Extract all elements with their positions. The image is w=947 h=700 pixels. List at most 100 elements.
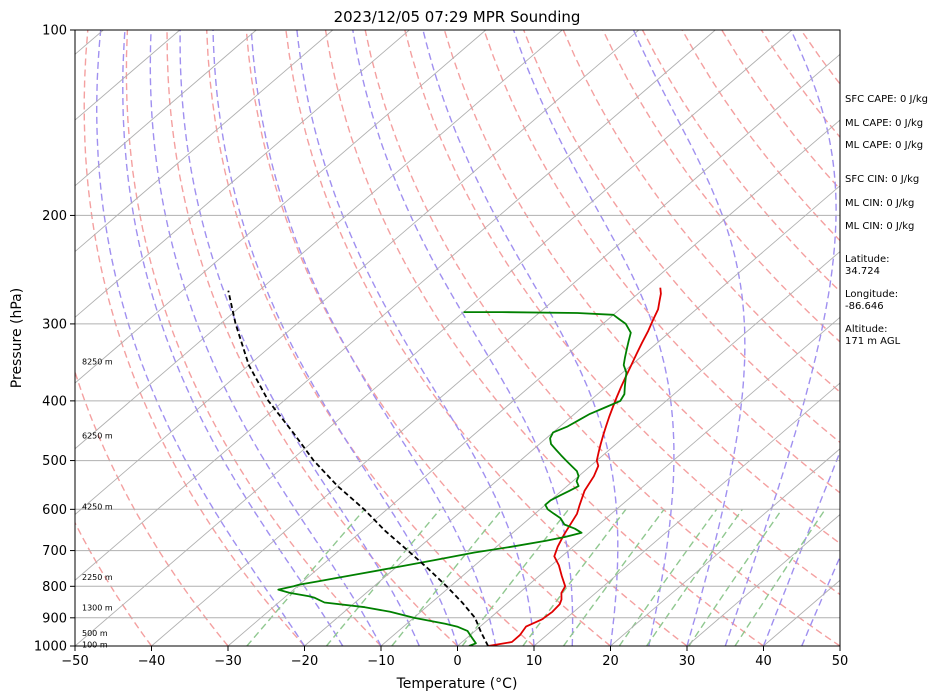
dry-adiabat-line — [562, 30, 840, 394]
isotherm-line — [75, 30, 410, 318]
moist-adiabat-line — [122, 30, 344, 646]
y-tick-label: 400 — [42, 394, 67, 409]
dry-adiabat-line — [285, 30, 688, 646]
x-tick-label: 50 — [832, 654, 849, 669]
moist-adiabat-line — [352, 30, 574, 646]
x-tick-label: 10 — [526, 654, 543, 669]
y-tick-label: 300 — [42, 317, 67, 332]
height-label: 6250 m — [82, 431, 113, 440]
mixing-ratio-line — [522, 508, 627, 646]
ml-cape-label: ML CAPE: 0 J/kg — [845, 118, 923, 129]
isotherm-line — [75, 30, 334, 253]
y-tick-label: 700 — [42, 544, 67, 559]
y-tick-label: 600 — [42, 503, 67, 518]
height-label: 100 m — [82, 641, 108, 650]
isotherm-line — [380, 250, 840, 646]
profile-lines — [227, 287, 662, 646]
isotherm-line — [304, 185, 840, 646]
longitude-value: -86.646 — [845, 301, 884, 312]
moist-adiabat-line — [212, 30, 459, 646]
x-tick-label: −50 — [61, 654, 88, 669]
x-tick-label: 0 — [453, 654, 461, 669]
moist-adiabat-line — [179, 30, 420, 646]
x-tick-label: −20 — [291, 654, 318, 669]
dry-adiabat-line — [443, 30, 840, 545]
isotherm-line — [457, 316, 840, 646]
moist-adiabat-line — [632, 30, 746, 646]
x-tick-label: −40 — [138, 654, 165, 669]
series-line-0 — [487, 287, 662, 646]
isotherm-line — [533, 382, 840, 646]
x-axis-label: Temperature (°C) — [396, 676, 518, 692]
dry-adiabat-line — [206, 30, 535, 646]
height-label: 4250 m — [82, 503, 113, 512]
height-label: 8250 m — [82, 357, 113, 366]
ml-cin-label-2: ML CIN: 0 J/kg — [845, 221, 914, 232]
height-label: 500 m — [82, 629, 108, 638]
latitude-value: 34.724 — [845, 266, 880, 277]
background-lines — [75, 30, 840, 646]
mixing-ratio-line — [562, 508, 665, 646]
dry-adiabat-line — [523, 30, 840, 444]
isotherm-line — [686, 513, 840, 646]
y-tick-label: 800 — [42, 580, 67, 595]
y-tick-label: 900 — [42, 611, 67, 626]
isotherm-line — [75, 30, 640, 516]
isotherm-line — [75, 30, 563, 450]
moist-adiabat-line — [95, 30, 306, 646]
latitude-label: Latitude: — [845, 254, 890, 265]
dry-adiabat-line — [324, 30, 764, 646]
moist-adiabat-line — [422, 30, 619, 646]
mixing-ratio-line — [391, 508, 503, 646]
x-tick-label: 30 — [679, 654, 696, 669]
moist-adiabat-line — [801, 555, 840, 646]
x-tick-label: 40 — [755, 654, 772, 669]
isotherm-line — [227, 119, 840, 646]
mixing-ratio-line — [461, 508, 570, 646]
dry-adiabat-line — [245, 30, 611, 646]
chart-title: 2023/12/05 07:29 MPR Sounding — [334, 8, 581, 26]
y-tick-label: 500 — [42, 454, 67, 469]
dry-adiabat-line — [404, 30, 840, 596]
dry-adiabat-line — [166, 30, 458, 646]
sfc-cin-label: SFC CIN: 0 J/kg — [845, 174, 919, 185]
ml-cin-label: ML CIN: 0 J/kg — [845, 198, 914, 209]
ml-cape-label-2: ML CAPE: 0 J/kg — [845, 140, 923, 151]
series-line-1 — [277, 311, 632, 646]
y-tick-label: 200 — [42, 209, 67, 224]
longitude-label: Longitude: — [845, 289, 898, 300]
moist-adiabat-line — [149, 30, 382, 646]
altitude-value: 171 m AGL — [845, 336, 901, 347]
series-line-2 — [227, 290, 489, 646]
x-tick-label: 20 — [602, 654, 619, 669]
y-axis-ticks: 1000 900 800 700 600 500 400 300 200 100 — [34, 24, 75, 655]
x-axis-ticks: −50 −40 −30 −20 −10 0 10 20 30 40 50 — [61, 646, 848, 669]
isotherm-line — [610, 448, 840, 646]
isotherm-line — [75, 30, 716, 581]
height-labels: 100 m 500 m 1300 m 2250 m 4250 m 6250 m 8250 m — [82, 357, 113, 649]
dry-adiabat-line — [483, 30, 840, 494]
moist-adiabat-line — [762, 449, 840, 646]
isotherm-line — [75, 30, 793, 646]
isotherm-line — [75, 30, 487, 384]
isotherm-line — [75, 30, 257, 187]
dry-adiabat-line — [75, 369, 229, 646]
sfc-cape-label: SFC CAPE: 0 J/kg — [845, 94, 928, 105]
x-tick-label: −30 — [214, 654, 241, 669]
dry-adiabat-line — [364, 30, 840, 646]
height-label: 2250 m — [82, 573, 113, 582]
x-tick-label: −10 — [367, 654, 394, 669]
moist-adiabat-line — [250, 30, 497, 646]
dry-adiabat-line — [125, 30, 382, 646]
stats-panel: SFC CAPE: 0 J/kg ML CAPE: 0 J/kg ML CAPE… — [845, 94, 928, 347]
height-label: 1300 m — [82, 604, 113, 613]
y-tick-label: 100 — [42, 24, 67, 39]
y-tick-label: 1000 — [34, 640, 67, 655]
dry-adiabat-line — [83, 30, 306, 646]
moist-adiabat-line — [724, 30, 837, 646]
isotherm-line — [151, 53, 840, 646]
moist-adiabat-line — [512, 30, 675, 646]
y-axis-label: Pressure (hPa) — [9, 288, 25, 388]
altitude-label: Altitude: — [845, 324, 887, 335]
